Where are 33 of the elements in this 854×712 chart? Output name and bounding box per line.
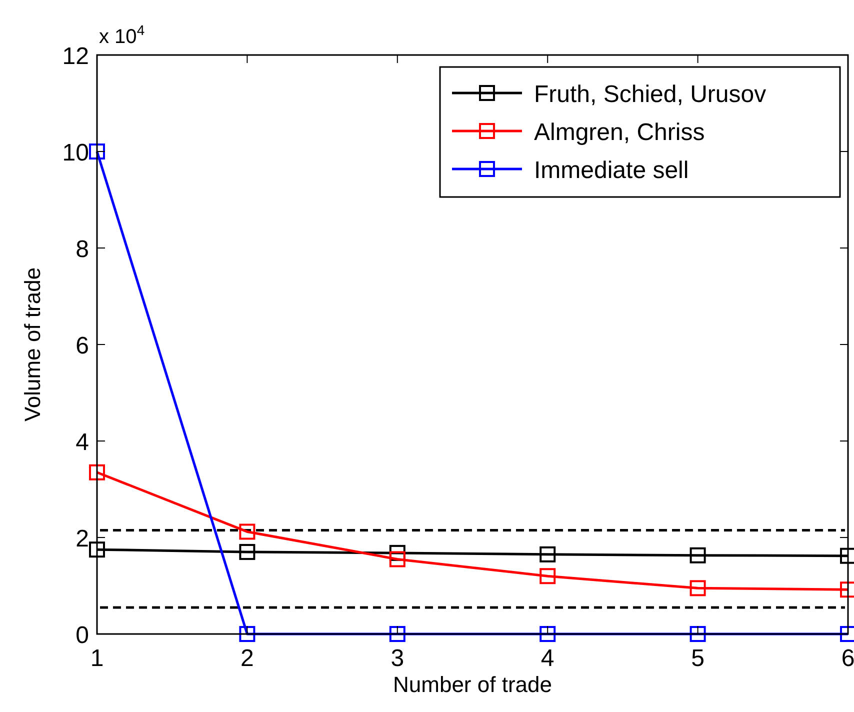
y-axis-title: Volume of trade — [20, 267, 45, 422]
x-tick-label: 1 — [90, 645, 104, 672]
text: x 10$^{4}$ — [99, 22, 145, 48]
y-tick-label: 12 — [62, 43, 89, 70]
point — [690, 580, 706, 596]
point — [89, 464, 105, 480]
y-tick-label: 2 — [76, 526, 89, 552]
x-tick-label: 3 — [390, 645, 404, 672]
legend-label: Fruth, Schied, Urusov — [534, 81, 766, 108]
x-tick-label: 2 — [240, 645, 254, 672]
y-tick-label: 8 — [76, 236, 89, 263]
point — [239, 544, 256, 560]
y-tick-label: 6 — [76, 332, 89, 360]
x-tick-label: 6 — [841, 645, 854, 672]
x-axis-title: Number of trade — [393, 672, 552, 697]
point — [540, 568, 556, 584]
point — [389, 626, 406, 642]
point — [690, 547, 706, 564]
point — [239, 626, 256, 642]
y-tick-label: 10 — [62, 140, 89, 166]
legend-label: Almgren, Chriss — [534, 119, 705, 146]
x-tick-label: 5 — [691, 645, 704, 672]
point — [89, 144, 105, 160]
point — [540, 626, 556, 642]
y-tick-label: 4 — [76, 429, 89, 456]
point — [389, 551, 406, 568]
x-tick-label: 4 — [540, 645, 554, 672]
legend-label: Immediate sell — [534, 157, 689, 184]
point — [690, 626, 706, 642]
point — [540, 546, 556, 562]
point — [239, 524, 256, 540]
point — [89, 542, 105, 558]
y-tick-label: 0 — [76, 622, 89, 649]
